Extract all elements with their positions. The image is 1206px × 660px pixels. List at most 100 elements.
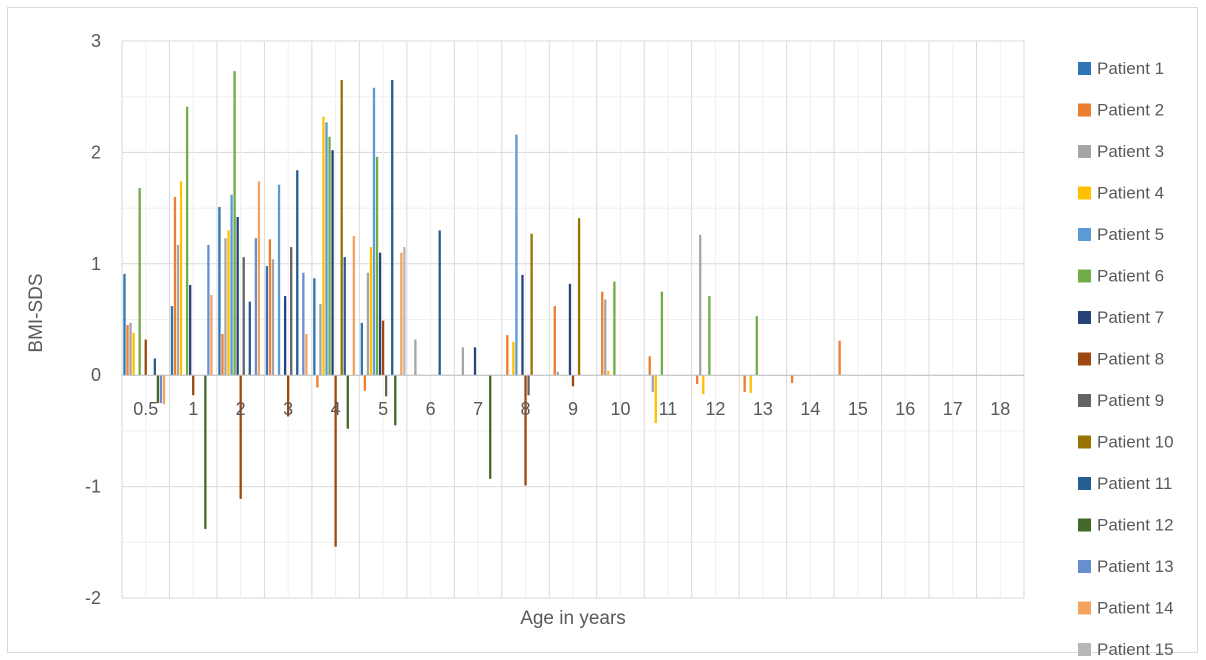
legend-label: Patient 9 [1097, 391, 1164, 410]
x-tick-label: 8 [521, 399, 531, 419]
bar [506, 335, 509, 376]
bar [265, 266, 269, 376]
bar [290, 247, 293, 376]
chart-frame [7, 7, 1198, 653]
x-tick-label: 15 [848, 399, 868, 419]
bar [384, 375, 388, 397]
bar [378, 252, 382, 376]
bar [461, 347, 465, 376]
bar [515, 134, 518, 376]
y-tick-label: 0 [91, 365, 101, 385]
legend-label: Patient 8 [1097, 350, 1164, 369]
legend-label: Patient 1 [1097, 59, 1164, 78]
bar [331, 150, 334, 376]
bar [654, 375, 657, 424]
bar [233, 71, 236, 376]
y-tick-label: 1 [91, 254, 101, 274]
bar [473, 347, 477, 376]
x-tick-label: 10 [610, 399, 630, 419]
bar [346, 375, 349, 429]
bar [521, 274, 524, 376]
bar [352, 235, 356, 376]
legend-swatch [1078, 601, 1091, 615]
bar [527, 375, 530, 396]
legend-label: Patient 5 [1097, 225, 1164, 244]
x-tick-label: 2 [236, 399, 246, 419]
bar [613, 281, 616, 376]
bar [702, 375, 705, 395]
bar [394, 375, 397, 426]
bar [790, 375, 794, 383]
legend-label: Patient 6 [1097, 267, 1164, 286]
bar [319, 303, 322, 376]
bar [699, 234, 702, 376]
x-tick-label: 0.5 [133, 399, 158, 419]
bar [322, 116, 325, 376]
bar [257, 181, 261, 376]
x-tick-label: 9 [568, 399, 578, 419]
bar [660, 291, 664, 376]
legend-label: Patient 11 [1097, 474, 1172, 493]
x-tick-label: 1 [188, 399, 198, 419]
bar [179, 181, 183, 376]
x-tick-label: 11 [659, 399, 678, 419]
bar [489, 375, 492, 479]
bar [375, 156, 379, 376]
legend-label: Patient 14 [1097, 599, 1174, 618]
bar [305, 333, 308, 376]
y-tick-label: -2 [85, 588, 101, 608]
legend-swatch [1078, 477, 1091, 490]
bar [204, 375, 207, 529]
legend-swatch [1078, 643, 1091, 656]
bar [159, 375, 163, 404]
bar [129, 322, 132, 376]
bar [316, 375, 319, 388]
legend-swatch [1078, 145, 1091, 158]
legend-label: Patient 15 [1097, 640, 1174, 659]
bar [696, 375, 699, 385]
x-tick-label: 16 [895, 399, 915, 419]
bar [438, 230, 441, 376]
bar [156, 375, 160, 404]
legend-label: Patient 7 [1097, 308, 1164, 327]
bar [755, 316, 758, 376]
bars [123, 71, 841, 547]
x-tick-label: 13 [753, 399, 773, 419]
x-tick-label: 14 [800, 399, 820, 419]
bar [176, 244, 180, 376]
bar [268, 239, 272, 376]
legend-swatch [1078, 560, 1091, 573]
bar [271, 259, 275, 376]
bar [607, 370, 610, 376]
bar [512, 341, 515, 376]
legend-label: Patient 4 [1097, 184, 1164, 203]
bar [277, 184, 281, 376]
bar [601, 291, 604, 376]
bar [648, 356, 651, 376]
bar [283, 296, 287, 376]
bar [743, 375, 746, 392]
bar [708, 296, 711, 376]
legend-label: Patient 2 [1097, 101, 1164, 120]
bar [144, 339, 147, 376]
bar [239, 375, 242, 499]
bar [325, 122, 328, 376]
bar [185, 106, 189, 376]
bar [224, 238, 227, 376]
legend-label: Patient 12 [1097, 516, 1174, 535]
bar [170, 306, 174, 376]
bar [207, 244, 210, 376]
x-tick-label: 5 [378, 399, 388, 419]
y-tick-label: 3 [91, 31, 101, 51]
legend-swatch [1078, 352, 1091, 366]
bar [138, 188, 141, 376]
legend-label: Patient 3 [1097, 142, 1164, 161]
legend: Patient 1 Patient 2 Patient 3 Patient 4 Pati… [1078, 59, 1174, 659]
x-tick-label: 18 [990, 399, 1010, 419]
bar [372, 87, 376, 376]
bar [302, 272, 305, 376]
bar [132, 332, 135, 376]
legend-label: Patient 13 [1097, 557, 1174, 576]
